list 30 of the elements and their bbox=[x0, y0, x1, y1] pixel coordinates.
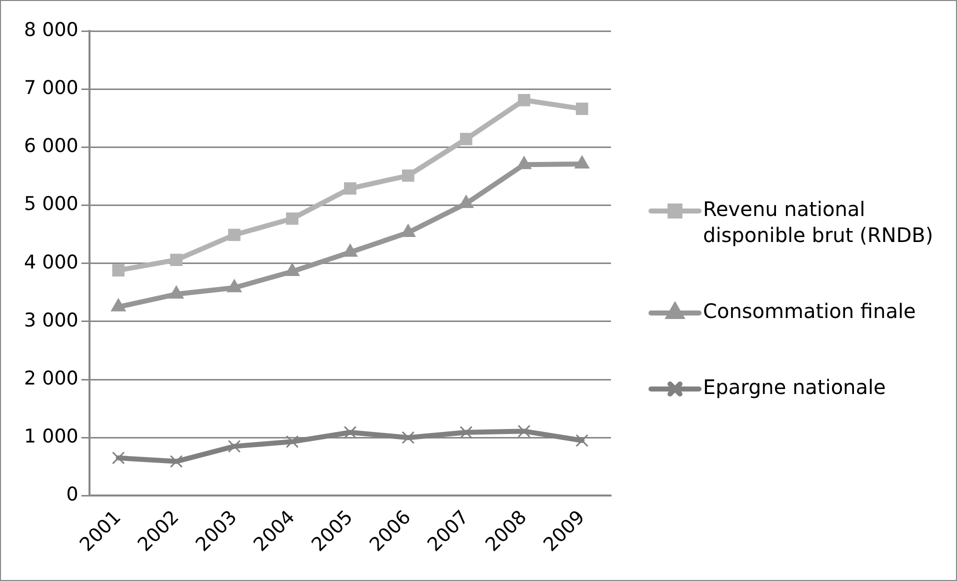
legend-label: Revenu national disponible brut (RNDB) bbox=[703, 197, 934, 248]
legend-label: Consommation finale bbox=[703, 299, 916, 324]
point bbox=[170, 254, 182, 266]
y-tick-label: 0 bbox=[66, 484, 78, 506]
point bbox=[344, 182, 356, 195]
y-tick-label: 1 000 bbox=[24, 426, 78, 448]
point bbox=[344, 426, 357, 439]
y-tick-label: 4 000 bbox=[24, 251, 78, 274]
point bbox=[112, 452, 125, 464]
point bbox=[402, 431, 415, 444]
y-tick-label: 5 000 bbox=[24, 193, 78, 216]
point bbox=[286, 435, 299, 448]
y-tick-label: 8 000 bbox=[24, 18, 78, 41]
point bbox=[460, 426, 473, 439]
y-tick-label: 6 000 bbox=[24, 135, 78, 158]
point bbox=[576, 102, 588, 115]
y-tick-label: 3 000 bbox=[24, 309, 78, 332]
point bbox=[518, 94, 530, 106]
point bbox=[460, 132, 472, 146]
point bbox=[228, 228, 240, 242]
point bbox=[286, 212, 298, 225]
point bbox=[518, 424, 530, 438]
point bbox=[170, 455, 183, 468]
y-tick-label: 2 000 bbox=[24, 367, 78, 390]
point bbox=[112, 264, 125, 276]
legend-label: Epargne nationale bbox=[703, 375, 886, 400]
y-tick-label: 7 000 bbox=[24, 77, 78, 100]
point bbox=[228, 440, 241, 453]
point bbox=[576, 434, 588, 447]
point bbox=[402, 169, 414, 182]
